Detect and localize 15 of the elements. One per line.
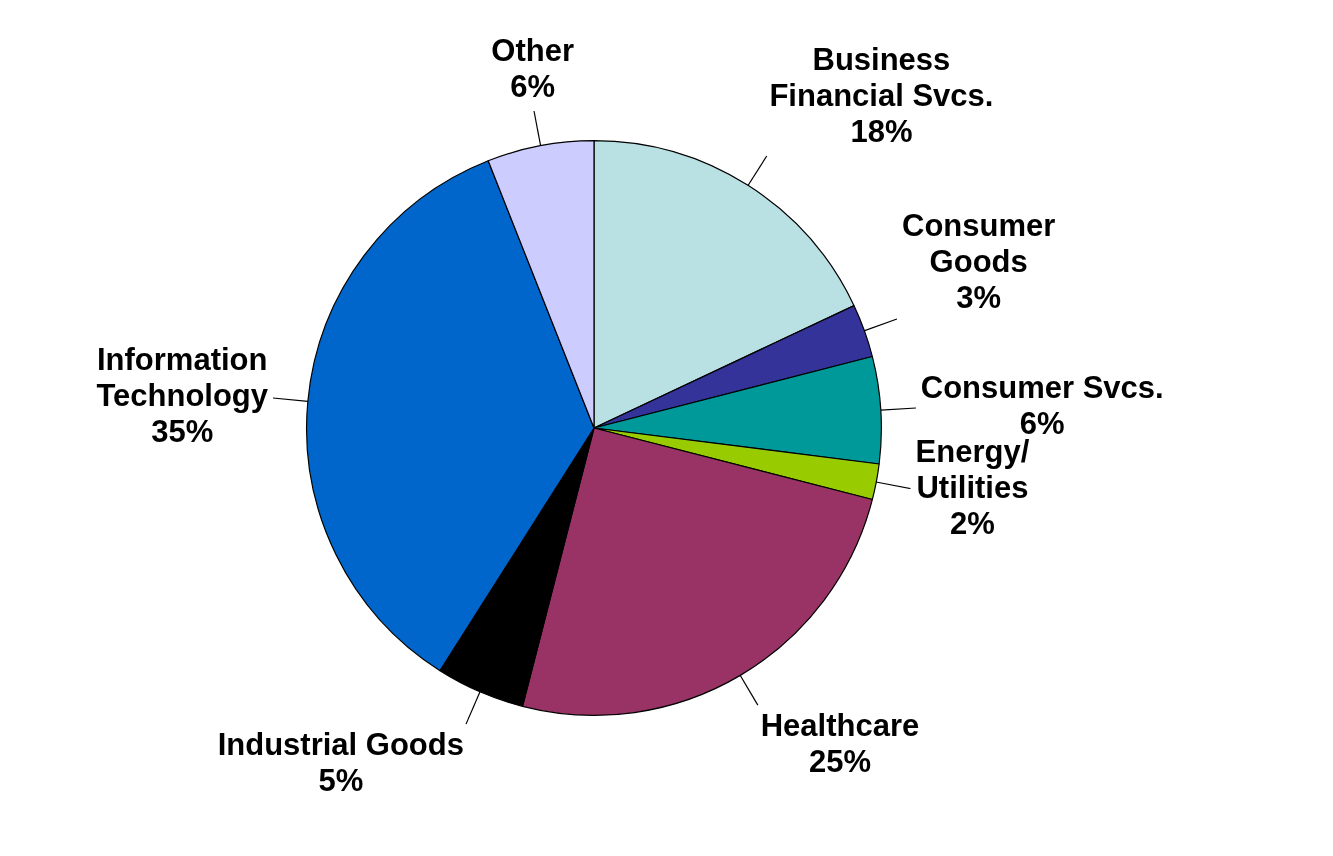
data-label: 18%	[850, 114, 913, 150]
data-label: 35%	[151, 413, 214, 449]
slice-label: Other	[491, 32, 574, 68]
slice-label: Healthcare	[760, 708, 920, 744]
slice-label: Energy/ Utilities	[915, 433, 1030, 505]
data-label: 2%	[950, 505, 995, 541]
slice-label: Information Technology	[96, 341, 269, 413]
slice-label: Consumer Svcs.	[920, 369, 1164, 405]
data-label: 25%	[808, 744, 871, 780]
slice-label: Business Financial Svcs.	[769, 42, 994, 114]
data-label: 5%	[318, 763, 364, 799]
slice-label: Consumer Goods	[902, 207, 1056, 279]
data-label: 3%	[956, 279, 1002, 315]
slice-label: Industrial Goods	[217, 727, 464, 763]
data-label: 6%	[510, 68, 556, 104]
